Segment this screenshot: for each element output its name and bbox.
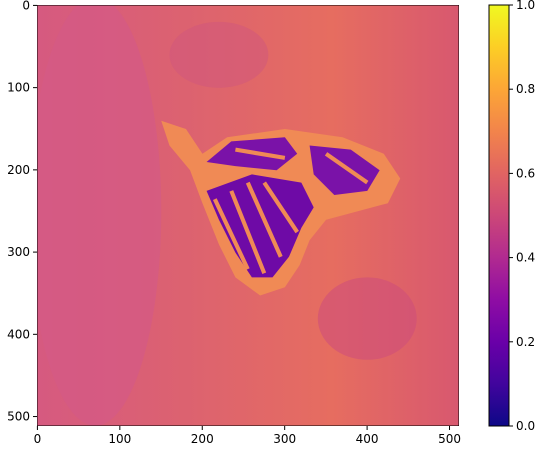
x-tick-label: 100 [108, 432, 131, 446]
x-tick-label: 300 [273, 432, 296, 446]
colorbar [488, 4, 510, 427]
y-tick-label: 300 [7, 245, 30, 259]
colorbar-tick-label: 0.0 [516, 419, 535, 433]
x-tick-label: 200 [191, 432, 214, 446]
y-tick-label: 200 [7, 163, 30, 177]
y-tick-label: 100 [7, 81, 30, 95]
colorbar-tick-label: 0.8 [516, 82, 535, 96]
y-tick-label: 0 [22, 0, 30, 12]
y-tick-label: 500 [7, 410, 30, 424]
x-tick-label: 500 [438, 432, 461, 446]
colorbar-tick-label: 0.2 [516, 335, 535, 349]
colorbar-tick-label: 1.0 [516, 0, 535, 12]
colorbar-tick-label: 0.4 [516, 251, 535, 265]
image [37, 5, 459, 426]
colorbar-tick-label: 0.6 [516, 166, 535, 180]
x-tick-label: 400 [356, 432, 379, 446]
y-tick-label: 400 [7, 327, 30, 341]
x-tick-label: 0 [34, 432, 42, 446]
